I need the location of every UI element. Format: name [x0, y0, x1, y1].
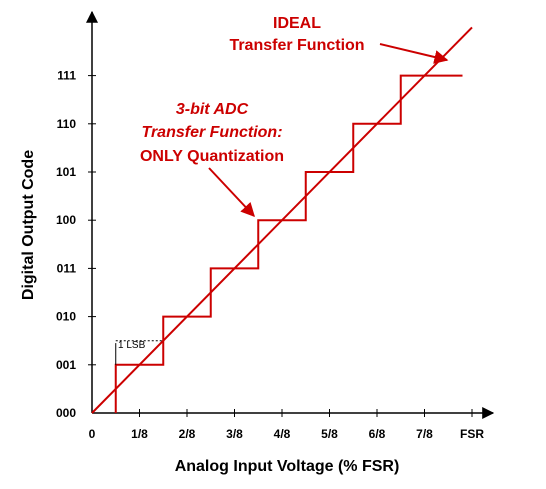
ideal-annotation-line2: Transfer Function	[229, 37, 364, 54]
y-tick-labels: 000 001 010 011 100 101 110 111	[56, 69, 76, 420]
x-axis-title: Analog Input Voltage (% FSR)	[175, 458, 400, 475]
y-tick-label: 010	[56, 310, 76, 324]
y-tick-label: 011	[57, 261, 77, 275]
y-tick-label: 111	[57, 69, 76, 83]
ideal-annotation-line1: IDEAL	[273, 15, 321, 32]
x-tick-label: 4/8	[274, 427, 291, 441]
adc-staircase-trace	[114, 74, 463, 413]
y-tick-label: 110	[57, 117, 77, 131]
y-tick-label: 101	[56, 165, 76, 179]
adc-annotation-line2: Transfer Function:	[141, 124, 282, 141]
adc-annotation-arrow	[208, 167, 255, 218]
x-tick-label: FSR	[460, 427, 484, 441]
x-tick-labels: 0 1/8 2/8 3/8 4/8 5/8 6/8 7/8 FSR	[89, 427, 485, 441]
x-tick-label: 0	[89, 427, 96, 441]
x-tick-label: 7/8	[416, 427, 433, 441]
x-tick-label: 6/8	[369, 427, 386, 441]
x-tick-label: 2/8	[179, 427, 196, 441]
x-tick-label: 5/8	[321, 427, 338, 441]
y-tick-label: 001	[56, 358, 76, 372]
adc-annotation-line1: 3-bit ADC	[176, 101, 249, 118]
x-tick-label: 1/8	[131, 427, 148, 441]
lsb-label: 1 LSB	[118, 340, 146, 351]
y-tick-label: 100	[56, 213, 76, 227]
adc-annotation-line3: ONLY Quantization	[140, 148, 284, 165]
x-tick-label: 3/8	[226, 427, 243, 441]
lsb-marker: 1 LSB	[115, 340, 164, 365]
y-axis-title: Digital Output Code	[20, 150, 37, 300]
y-tick-label: 000	[56, 406, 76, 420]
ideal-annotation-arrow	[379, 43, 449, 64]
